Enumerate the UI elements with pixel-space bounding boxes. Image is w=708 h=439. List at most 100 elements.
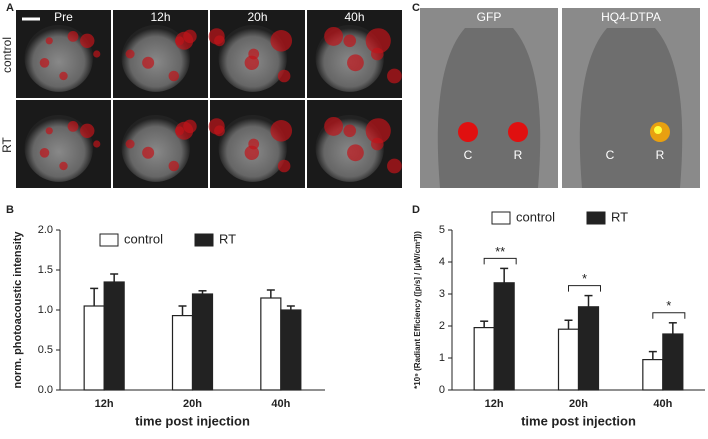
signal [347,144,364,162]
fluorescence [508,122,528,142]
signal [277,159,291,173]
panel-c: C GFP C R HQ4-DTPA C R [412,2,700,188]
signal [248,138,260,150]
legend-label: RT [219,231,236,246]
row-label: control [0,37,14,73]
signal [39,148,50,158]
signal [347,54,364,72]
signal [343,34,357,48]
signal [175,126,184,136]
signal [80,33,95,48]
signal [175,36,184,46]
signal [248,48,260,60]
tumor [24,24,93,92]
panel-a: A control Pre 12h 20h 40h RT [0,2,402,188]
marker-label: C [606,148,615,162]
y-tick-label: 1 [439,352,445,364]
signal [39,58,50,68]
column-label: Pre [54,10,73,24]
significance-bracket [568,285,601,292]
bar [493,282,515,391]
x-tick-label: 40h [271,398,290,410]
mouse [437,28,541,188]
signal [270,30,293,52]
signal [168,160,180,172]
bar [642,359,664,391]
legend-label: control [124,231,163,246]
panel-letter: B [6,204,14,216]
signal [371,47,384,61]
signal [244,145,259,160]
y-tick-label: 2.0 [38,224,53,236]
bar [280,309,302,391]
y-tick-label: 5 [439,224,445,236]
signal [80,123,95,138]
signal [214,35,225,47]
marker-label: C [464,148,473,162]
signal [59,161,68,171]
bar [171,315,194,391]
y-tick-label: 0.5 [38,344,53,356]
bar [577,306,600,391]
signal [270,120,293,142]
legend-swatch [491,211,511,225]
legend-swatch [194,233,214,247]
fluorescence-core [654,126,662,134]
panel-letter: D [412,204,420,216]
bar [260,297,282,391]
x-axis-label: time post injection [521,413,636,428]
significance-bracket [652,312,686,319]
significance: ** [495,244,505,259]
x-axis-label: time post injection [135,413,250,428]
signal [125,49,135,59]
signal [244,55,259,70]
legend-swatch [99,233,119,247]
signal [387,158,402,174]
legend-label: control [516,209,555,224]
y-axis-label: norm. photoacoustic intensity [12,231,24,389]
mouse [579,28,683,188]
panel-letter: C [412,2,420,14]
y-tick-label: 0.0 [38,384,53,396]
bar [557,328,580,391]
signal [277,69,291,83]
marker-label: R [656,148,665,162]
signal [142,146,155,159]
column-label: 40h [344,10,364,24]
y-tick-label: 1.5 [38,264,53,276]
bar [103,281,125,391]
signal [324,116,344,136]
signal [183,119,197,134]
signal [183,29,197,44]
significance: * [666,298,671,313]
y-tick-label: 1.0 [38,304,53,316]
panel-letter: A [6,2,14,14]
y-tick-label: 3 [439,288,445,300]
tumor [24,114,93,182]
y-tick-label: 2 [439,320,445,332]
x-tick-label: 20h [183,398,202,410]
signal [387,68,402,84]
signal [125,139,135,149]
signal [365,28,391,54]
x-tick-label: 12h [485,398,504,410]
significance-bracket [483,257,517,265]
signal [45,37,53,45]
column-label: GFP [477,10,502,24]
signal [214,125,225,137]
y-tick-label: 4 [439,256,445,268]
y-tick-label: 0 [439,384,445,396]
bar [191,293,214,391]
signal [371,137,384,151]
row-label: RT [0,136,14,152]
marker-label: R [514,148,523,162]
column-label: HQ4-DTPA [601,10,661,24]
signal [365,118,391,144]
column-label: 12h [150,10,170,24]
x-tick-label: 20h [569,398,588,410]
bar [662,333,684,391]
legend-label: RT [611,209,628,224]
signal [45,127,53,135]
bar [473,327,495,391]
